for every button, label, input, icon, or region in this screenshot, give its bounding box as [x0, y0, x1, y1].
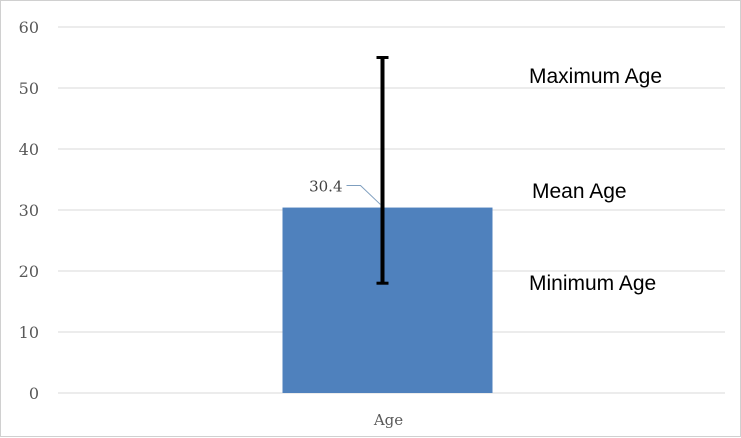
data-label: 30.4: [309, 178, 342, 196]
y-tick-label-20: 20: [19, 262, 39, 281]
x-axis-categories: Age: [373, 411, 403, 429]
bars: [282, 207, 493, 393]
y-tick-label-40: 40: [19, 140, 39, 159]
annotations: Maximum Age Mean Age Minimum Age: [529, 65, 662, 295]
annotation-maximum-age: Maximum Age: [529, 65, 662, 88]
y-tick-label-10: 10: [19, 323, 39, 342]
data-label-leader: [346, 185, 381, 205]
error-bar: [376, 56, 389, 285]
bar-age: [282, 207, 493, 393]
annotation-minimum-age: Minimum Age: [529, 272, 656, 295]
y-tick-label-60: 60: [19, 18, 39, 37]
annotation-mean-age: Mean Age: [532, 180, 627, 203]
y-tick-label-0: 0: [29, 384, 39, 403]
y-axis-ticks: 0 10 20 30 40 50 60: [19, 18, 39, 403]
data-labels: 30.4: [309, 178, 381, 205]
x-category-label: Age: [373, 411, 403, 429]
y-tick-label-30: 30: [19, 201, 39, 220]
y-tick-label-50: 50: [19, 79, 39, 98]
